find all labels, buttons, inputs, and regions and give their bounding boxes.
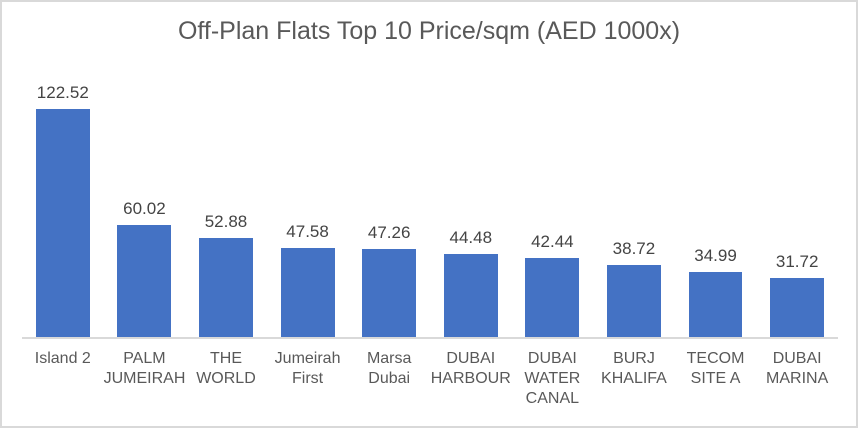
data-label: 60.02 [123, 199, 166, 219]
data-label: 44.48 [449, 228, 493, 248]
bar-column-tecom-site-a: 34.99 [675, 76, 757, 337]
data-label: 38.72 [612, 238, 656, 258]
bar-island-2 [35, 108, 90, 337]
bar-column-palm-jumeirah: 60.02 [104, 76, 186, 337]
category-label: BURJ KHALIFA [601, 350, 667, 387]
category-label: TECOM SITE A [686, 350, 745, 387]
data-label: 122.52 [36, 82, 89, 102]
bars-row: 122.52 60.02 52.88 47.58 47.26 44.48 42.44 38.7… [22, 76, 838, 339]
bar-column-dubai-water-canal: 42.44 [512, 76, 594, 337]
category-label: Jumeirah First [274, 350, 341, 387]
bar-column-jumeirah-first: 47.58 [267, 76, 349, 337]
bar-column-burj-khalifa: 38.72 [593, 76, 675, 337]
bar-tecom-site-a [688, 271, 743, 337]
bar-column-marsa-dubai: 47.26 [348, 76, 430, 337]
bar-column-dubai-marina: 31.72 [756, 76, 838, 337]
bar-jumeirah-first [280, 248, 335, 337]
category-label: DUBAI MARINA [766, 350, 829, 387]
plot-area: 122.52 60.02 52.88 47.58 47.26 44.48 42.44 38.7… [22, 76, 838, 409]
bar-column-dubai-harbour: 44.48 [430, 76, 512, 337]
bar-dubai-harbour [443, 254, 498, 337]
data-label: 42.44 [531, 231, 574, 251]
category-label: Island 2 [34, 350, 91, 367]
bar-dubai-water-canal [525, 257, 580, 337]
data-label: 47.58 [286, 222, 329, 242]
category-axis-labels: Island 2 PALM JUMEIRAH THE WORLD Jumeirah F… [22, 349, 838, 409]
bar-marsa-dubai [362, 248, 417, 337]
bar-column-island-2: 122.52 [22, 76, 104, 337]
bar-the-world [199, 238, 253, 337]
bar-palm-jumeirah [117, 225, 172, 337]
data-label: 31.72 [775, 251, 819, 271]
category-label: DUBAI HARBOUR [430, 350, 511, 387]
data-label: 34.99 [694, 245, 737, 265]
data-label: 47.26 [367, 222, 411, 242]
data-label: 52.88 [204, 212, 248, 232]
bar-dubai-marina [770, 277, 825, 337]
category-label: DUBAI WATER CANAL [524, 350, 581, 407]
category-label: PALM JUMEIRAH [103, 350, 186, 387]
bar-column-the-world: 52.88 [185, 76, 267, 337]
category-label: Marsa Dubai [366, 350, 412, 387]
category-label: THE WORLD [196, 350, 256, 387]
bar-burj-khalifa [607, 264, 661, 337]
chart-title: Off-Plan Flats Top 10 Price/sqm (AED 100… [177, 17, 681, 45]
